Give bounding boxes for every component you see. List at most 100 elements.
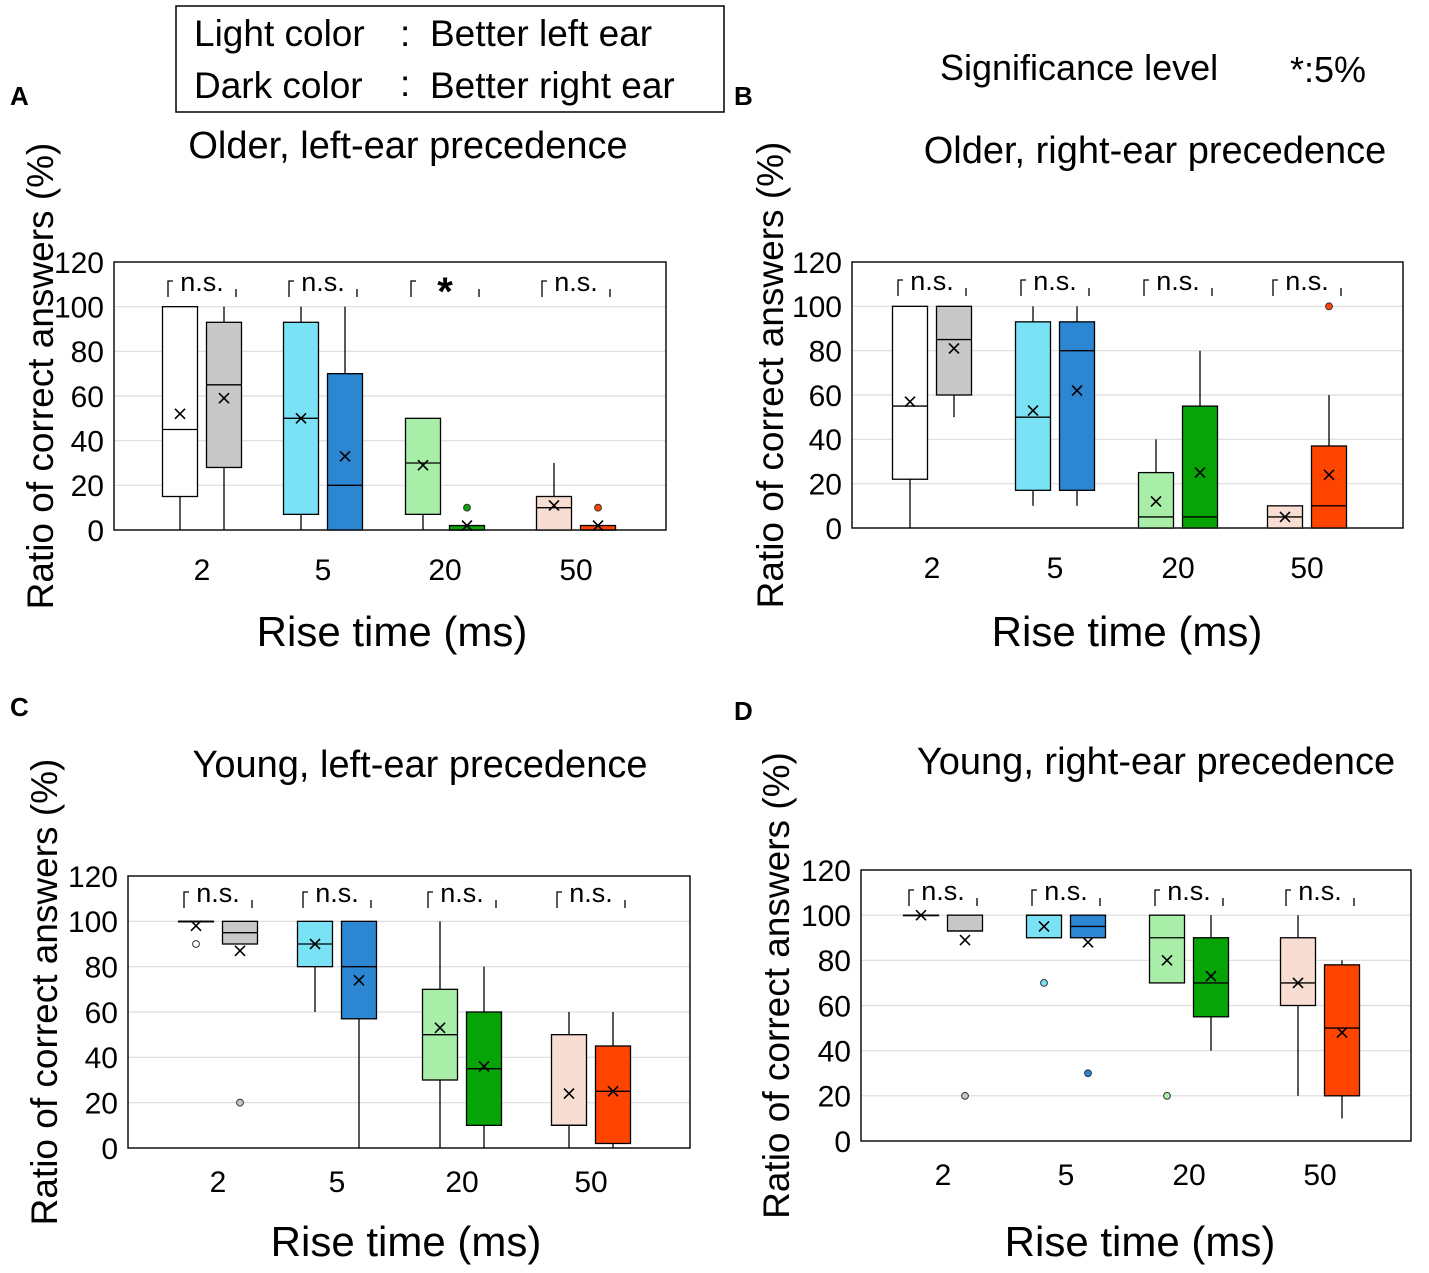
- significance-label: n.s.: [440, 878, 484, 908]
- significance-bracket: n.s.: [1143, 266, 1213, 296]
- box-left-ear-50: [550, 1012, 588, 1148]
- significance-label: n.s.: [1167, 876, 1211, 906]
- significance-label: n.s.: [1044, 876, 1088, 906]
- box-body: [1137, 471, 1175, 529]
- outlier-point: [1325, 302, 1333, 311]
- y-tick-label: 60: [85, 997, 118, 1030]
- significance-label: n.s.: [196, 878, 240, 908]
- mean-marker: [353, 974, 365, 986]
- outlier-point: [1040, 979, 1048, 987]
- significance-bracket: n.s.: [1031, 876, 1101, 906]
- y-tick-label: 100: [792, 291, 842, 324]
- box-left-ear-5: [1014, 306, 1052, 506]
- outlier-point: [192, 940, 200, 948]
- panel-c: C Young, left-ear precedence Ratio of corr…: [10, 692, 691, 1265]
- legend-dark-label: Dark color: [194, 65, 363, 106]
- bracket-left: [1020, 279, 1026, 296]
- box-right-ear-50: [579, 503, 617, 532]
- significance-bracket: n.s.: [167, 267, 237, 297]
- panel-title: Young, right-ear precedence: [917, 741, 1395, 783]
- box-body: [205, 321, 243, 469]
- significance-label: n.s.: [910, 266, 954, 296]
- significance-label: n.s.: [315, 878, 359, 908]
- y-tick-label: 80: [809, 335, 842, 368]
- panel-letter: D: [734, 696, 753, 726]
- mean-marker: [948, 342, 960, 355]
- y-tick-label: 20: [818, 1081, 851, 1114]
- mean-marker: [607, 1085, 619, 1097]
- legend-light-label: Light color: [194, 13, 365, 54]
- y-tick-label: 20: [85, 1087, 118, 1120]
- box-left-ear-50: [535, 463, 573, 531]
- bracket-left: [1031, 889, 1037, 906]
- significance-bracket: n.s.: [897, 266, 967, 296]
- box-right-ear-2: [221, 920, 259, 1107]
- significance-bracket: n.s.: [302, 878, 372, 908]
- outlier-point: [961, 1091, 969, 1100]
- significance-level-label: Significance level: [940, 47, 1218, 88]
- x-tick-label: 2: [935, 1159, 952, 1192]
- box-right-ear-20: [448, 503, 486, 532]
- box-body: [1192, 937, 1230, 1018]
- mean-marker: [417, 459, 429, 471]
- box-body: [946, 914, 984, 932]
- significance-bracket: n.s.: [183, 878, 253, 908]
- x-tick-label: 20: [445, 1166, 478, 1199]
- mean-marker: [1336, 1027, 1348, 1039]
- box-left-ear-5: [1025, 914, 1063, 987]
- significance-label: n.s.: [1156, 266, 1200, 296]
- box-right-ear-5: [340, 920, 378, 1148]
- bracket-left: [1272, 279, 1278, 296]
- mean-marker: [1279, 511, 1291, 523]
- box-body: [594, 1045, 632, 1145]
- legend-light-sep: :: [400, 13, 410, 54]
- mean-marker: [1205, 970, 1217, 982]
- box-body: [891, 305, 929, 480]
- significance-level-value: *:5%: [1290, 49, 1366, 90]
- significance-label: *: [437, 270, 453, 314]
- bracket-left: [541, 280, 547, 297]
- y-tick-label: 0: [87, 515, 104, 548]
- box-left-ear-2: [161, 306, 199, 530]
- plot-frame: [113, 261, 667, 531]
- bracket-left: [167, 280, 173, 297]
- x-tick-label: 50: [1303, 1159, 1336, 1192]
- x-tick-label: 5: [315, 554, 332, 587]
- y-tick-label: 40: [809, 424, 842, 457]
- x-tick-label: 20: [1172, 1159, 1205, 1192]
- bracket-left: [302, 891, 308, 908]
- x-tick-label: 5: [1047, 552, 1064, 585]
- box-body: [935, 305, 973, 396]
- y-tick-label: 20: [71, 470, 104, 503]
- box-body: [550, 1034, 588, 1126]
- y-tick-label: 80: [85, 951, 118, 984]
- box-right-ear-5: [1058, 306, 1096, 506]
- box-body: [535, 495, 573, 531]
- y-tick-label: 60: [71, 381, 104, 414]
- box-right-ear-2: [935, 305, 973, 418]
- x-tick-label: 50: [559, 554, 592, 587]
- x-tick-label: 20: [428, 554, 461, 587]
- mean-marker: [1038, 920, 1050, 933]
- box-body: [1310, 445, 1348, 529]
- box-right-ear-20: [465, 966, 503, 1148]
- panel-title: Older, left-ear precedence: [188, 125, 627, 167]
- y-tick-label: 120: [68, 861, 118, 894]
- y-tick-label: 60: [818, 990, 851, 1023]
- y-tick-label: 120: [792, 247, 842, 280]
- y-axis-label: Ratio of correct answers (%): [750, 142, 791, 609]
- x-axis-label: Rise time (ms): [1005, 1218, 1276, 1265]
- box-left-ear-2: [902, 909, 940, 921]
- panel-letter: A: [10, 81, 29, 111]
- plot-frame: [127, 875, 691, 1149]
- y-tick-label: 120: [54, 247, 104, 280]
- panel-d: D Young, right-ear precedence Ratio of cor…: [734, 696, 1412, 1265]
- y-tick-label: 60: [809, 380, 842, 413]
- panel-title: Older, right-ear precedence: [924, 130, 1387, 172]
- y-tick-label: 40: [85, 1042, 118, 1075]
- significance-label: n.s.: [1298, 876, 1342, 906]
- y-tick-label: 40: [818, 1035, 851, 1068]
- box-body: [1279, 937, 1317, 1007]
- box-right-ear-20: [1192, 915, 1230, 1051]
- x-tick-label: 5: [329, 1166, 346, 1199]
